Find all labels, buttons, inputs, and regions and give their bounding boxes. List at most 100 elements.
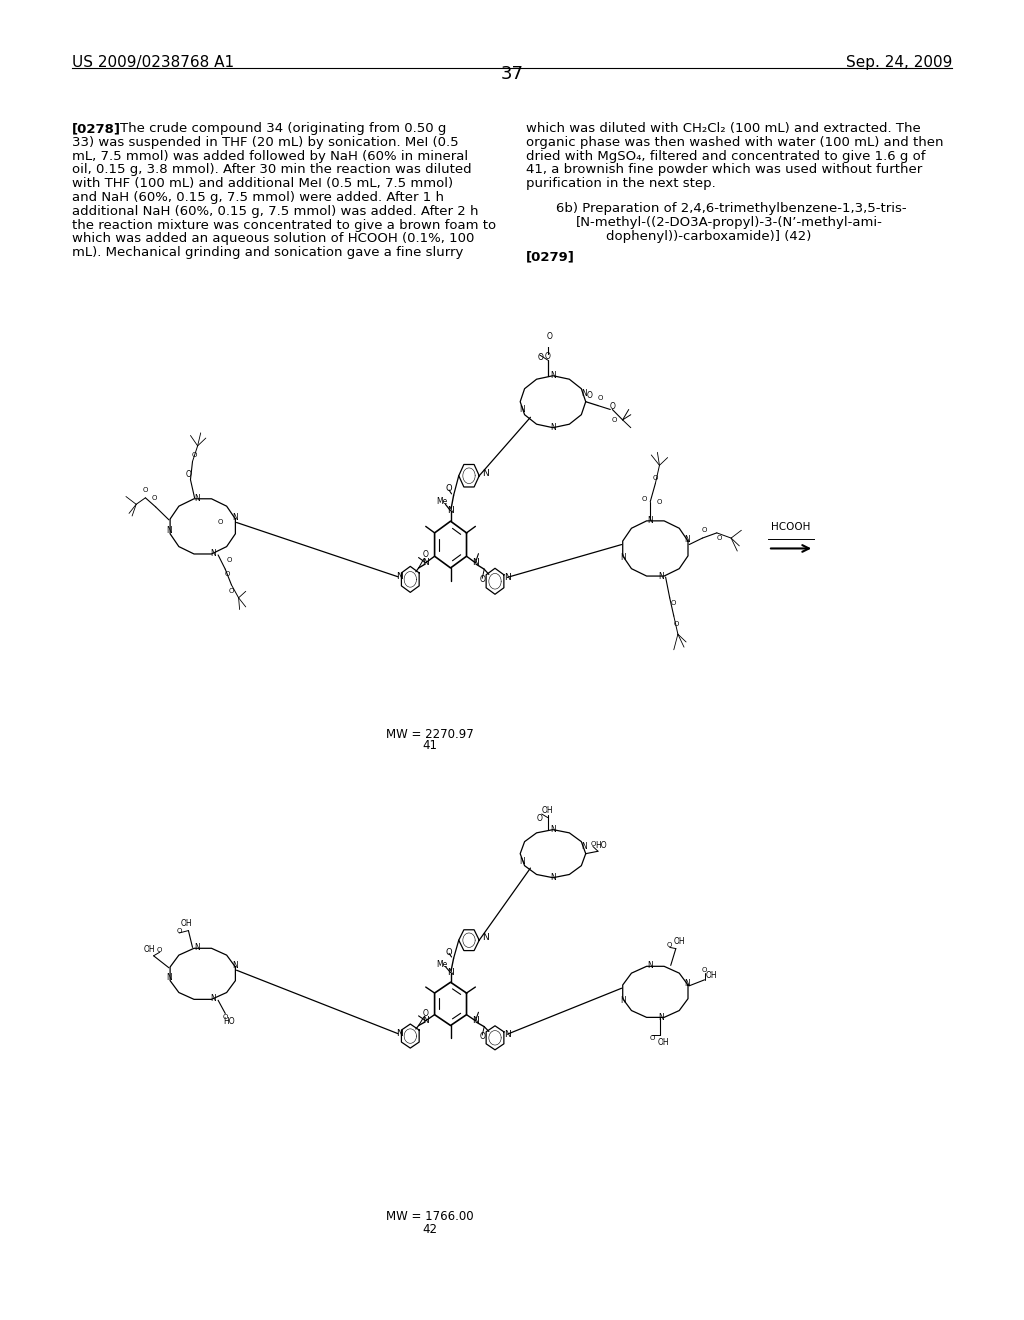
Text: N: N bbox=[447, 507, 454, 515]
Text: oil, 0.15 g, 3.8 mmol). After 30 min the reaction was diluted: oil, 0.15 g, 3.8 mmol). After 30 min the… bbox=[72, 164, 472, 177]
Text: 37: 37 bbox=[501, 65, 523, 83]
Text: The crude compound 34 (originating from 0.50 g: The crude compound 34 (originating from … bbox=[120, 121, 446, 135]
Text: N: N bbox=[582, 842, 587, 851]
Text: O: O bbox=[222, 1014, 228, 1020]
Text: O: O bbox=[176, 928, 182, 933]
Text: OH: OH bbox=[674, 937, 686, 946]
Text: O: O bbox=[649, 1035, 655, 1040]
Text: N: N bbox=[621, 995, 626, 1005]
Text: O: O bbox=[590, 841, 596, 847]
Text: O: O bbox=[185, 470, 191, 479]
Text: and NaH (60%, 0.15 g, 7.5 mmol) were added. After 1 h: and NaH (60%, 0.15 g, 7.5 mmol) were add… bbox=[72, 191, 444, 205]
Text: N: N bbox=[422, 1016, 429, 1026]
Text: N: N bbox=[685, 535, 690, 544]
Text: OH: OH bbox=[143, 945, 156, 954]
Text: N: N bbox=[395, 573, 402, 581]
Text: mL, 7.5 mmol) was added followed by NaH (60% in mineral: mL, 7.5 mmol) was added followed by NaH … bbox=[72, 149, 468, 162]
Text: US 2009/0238768 A1: US 2009/0238768 A1 bbox=[72, 55, 234, 70]
Text: O: O bbox=[545, 351, 551, 360]
Text: O: O bbox=[611, 417, 617, 422]
Text: N: N bbox=[195, 494, 201, 503]
Text: N: N bbox=[504, 573, 511, 582]
Text: N: N bbox=[621, 553, 626, 562]
Text: O: O bbox=[537, 814, 543, 824]
Text: N: N bbox=[550, 825, 556, 834]
Text: O: O bbox=[191, 451, 198, 458]
Text: O: O bbox=[701, 527, 708, 533]
Text: with THF (100 mL) and additional MeI (0.5 mL, 7.5 mmol): with THF (100 mL) and additional MeI (0.… bbox=[72, 177, 454, 190]
Text: 41: 41 bbox=[423, 739, 437, 752]
Text: O: O bbox=[152, 495, 158, 500]
Text: N: N bbox=[550, 874, 556, 882]
Text: O: O bbox=[228, 589, 234, 594]
Text: O: O bbox=[224, 572, 230, 577]
Text: Me: Me bbox=[437, 960, 447, 969]
Text: N: N bbox=[167, 973, 172, 982]
Text: N: N bbox=[210, 549, 216, 558]
Text: which was diluted with CH₂Cl₂ (100 mL) and extracted. The: which was diluted with CH₂Cl₂ (100 mL) a… bbox=[526, 121, 921, 135]
Text: O: O bbox=[423, 550, 429, 560]
Text: O: O bbox=[701, 968, 708, 973]
Text: N: N bbox=[232, 961, 238, 970]
Text: N: N bbox=[472, 1016, 479, 1026]
Text: MW = 1766.00: MW = 1766.00 bbox=[386, 1210, 474, 1224]
Text: MW = 2270.97: MW = 2270.97 bbox=[386, 727, 474, 741]
Text: N: N bbox=[482, 469, 488, 478]
Text: O: O bbox=[641, 496, 647, 502]
Text: purification in the next step.: purification in the next step. bbox=[526, 177, 716, 190]
Text: Me: Me bbox=[437, 498, 447, 506]
Text: N: N bbox=[472, 558, 479, 568]
Text: O: O bbox=[667, 942, 673, 948]
Text: O: O bbox=[479, 576, 485, 585]
Text: 6b) Preparation of 2,4,6-trimethylbenzene-1,3,5-tris-: 6b) Preparation of 2,4,6-trimethylbenzen… bbox=[556, 202, 906, 215]
Text: OH: OH bbox=[706, 970, 718, 979]
Text: O: O bbox=[656, 499, 663, 504]
Text: N: N bbox=[232, 513, 238, 521]
Text: O: O bbox=[716, 535, 722, 541]
Text: N: N bbox=[647, 516, 653, 525]
Text: which was added an aqueous solution of HCOOH (0.1%, 100: which was added an aqueous solution of H… bbox=[72, 232, 474, 246]
Text: 41, a brownish fine powder which was used without further: 41, a brownish fine powder which was use… bbox=[526, 164, 923, 177]
Text: dried with MgSO₄, filtered and concentrated to give 1.6 g of: dried with MgSO₄, filtered and concentra… bbox=[526, 149, 926, 162]
Text: O: O bbox=[652, 475, 658, 482]
Text: the reaction mixture was concentrated to give a brown foam to: the reaction mixture was concentrated to… bbox=[72, 219, 496, 231]
Text: O: O bbox=[587, 391, 593, 400]
Text: [0279]: [0279] bbox=[526, 251, 574, 263]
Text: HCOOH: HCOOH bbox=[771, 521, 810, 532]
Text: O: O bbox=[538, 352, 544, 362]
Text: [0278]: [0278] bbox=[72, 121, 121, 135]
Text: O: O bbox=[597, 395, 603, 401]
Text: N: N bbox=[167, 527, 172, 536]
Text: N: N bbox=[422, 558, 429, 568]
Text: N: N bbox=[519, 857, 524, 866]
Text: O: O bbox=[609, 403, 615, 412]
Text: N: N bbox=[447, 968, 454, 977]
Text: O: O bbox=[157, 946, 163, 953]
Text: O: O bbox=[142, 487, 148, 492]
Text: O: O bbox=[673, 620, 679, 627]
Text: N: N bbox=[482, 933, 488, 942]
Text: dophenyl))-carboxamide)] (42): dophenyl))-carboxamide)] (42) bbox=[606, 230, 811, 243]
Text: O: O bbox=[445, 484, 452, 494]
Text: N: N bbox=[657, 1014, 664, 1023]
Text: N: N bbox=[395, 1030, 402, 1038]
Text: HO: HO bbox=[223, 1018, 236, 1027]
Text: OH: OH bbox=[180, 919, 193, 928]
Text: mL). Mechanical grinding and sonication gave a fine slurry: mL). Mechanical grinding and sonication … bbox=[72, 247, 464, 259]
Text: N: N bbox=[504, 1030, 511, 1039]
Text: N: N bbox=[647, 961, 653, 970]
Text: O: O bbox=[547, 333, 553, 342]
Text: N: N bbox=[210, 994, 216, 1003]
Text: N: N bbox=[550, 371, 556, 380]
Text: O: O bbox=[226, 557, 232, 564]
Text: [N-methyl-((2-DO3A-propyl)-3-(N’-methyl-ami-: [N-methyl-((2-DO3A-propyl)-3-(N’-methyl-… bbox=[575, 216, 883, 228]
Text: HO: HO bbox=[595, 841, 607, 850]
Text: N: N bbox=[582, 389, 587, 399]
Text: N: N bbox=[195, 944, 201, 952]
Text: O: O bbox=[445, 948, 452, 957]
Text: Sep. 24, 2009: Sep. 24, 2009 bbox=[846, 55, 952, 70]
Text: O: O bbox=[217, 520, 223, 525]
Text: N: N bbox=[657, 572, 664, 581]
Text: N: N bbox=[550, 424, 556, 432]
Text: O: O bbox=[671, 601, 677, 606]
